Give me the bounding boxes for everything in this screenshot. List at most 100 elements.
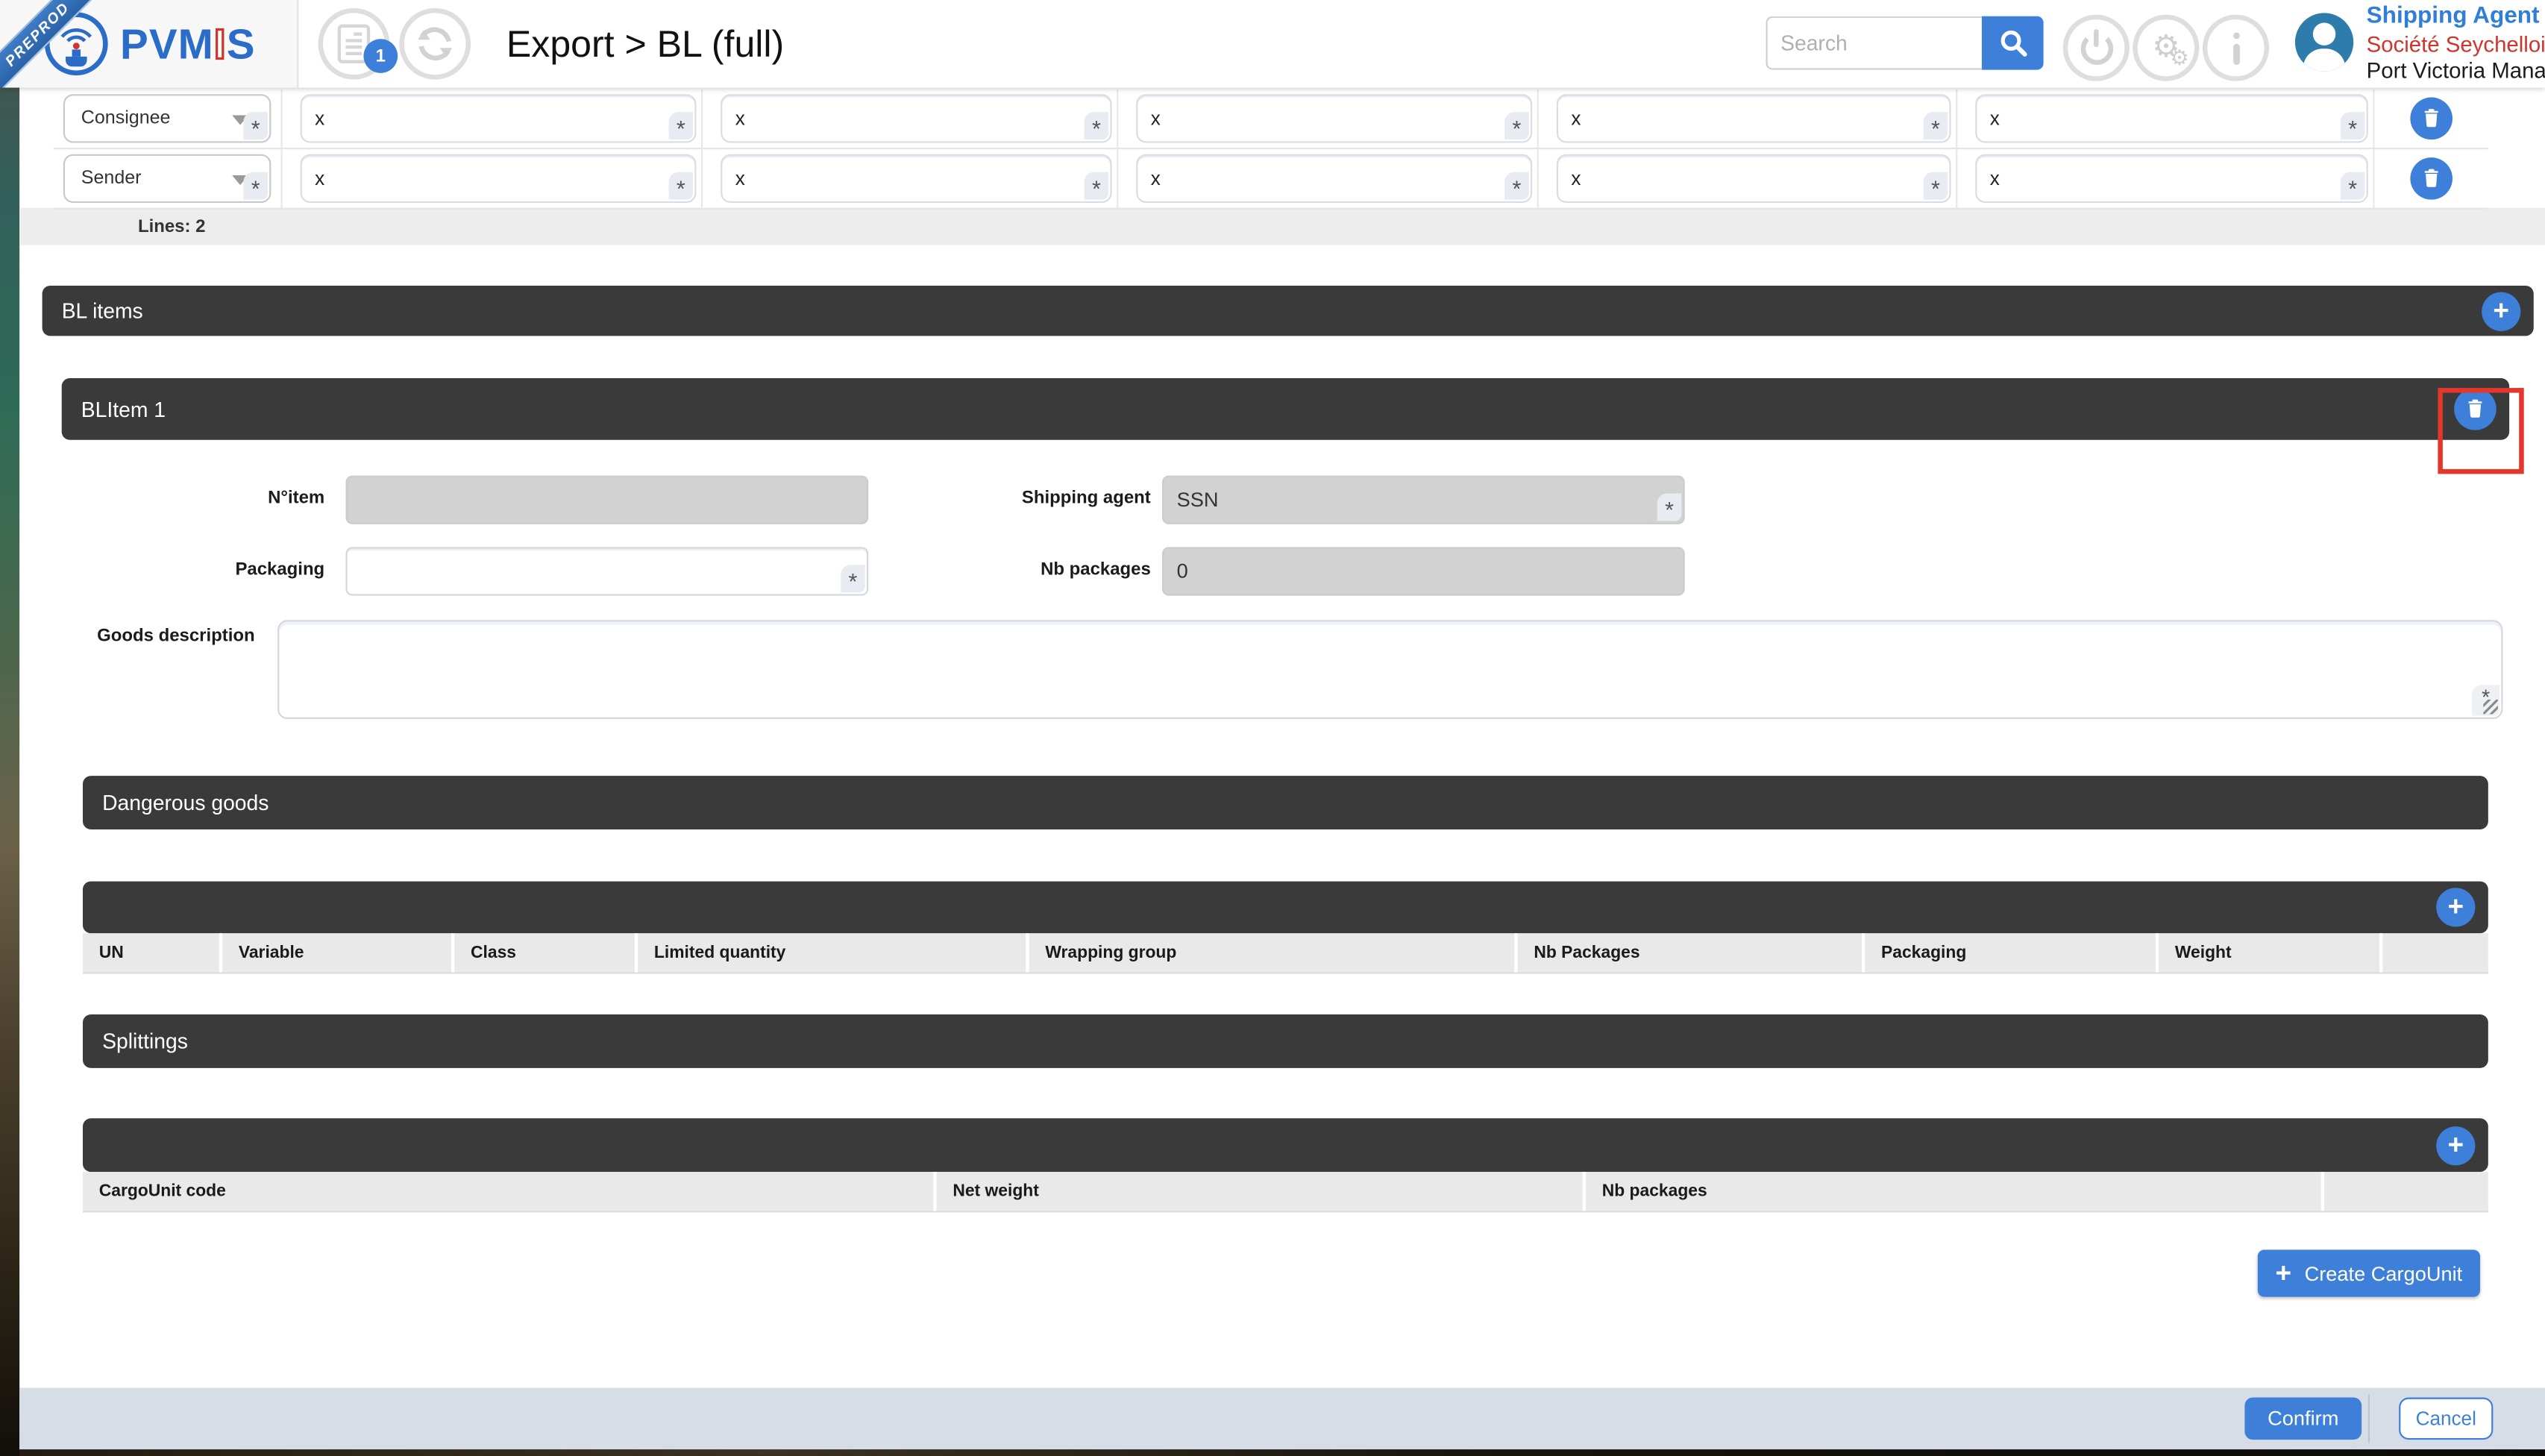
- required-marker: *: [1084, 112, 1109, 140]
- trash-icon: [2424, 169, 2438, 187]
- required-marker: *: [1504, 172, 1529, 200]
- delete-row-button[interactable]: [2410, 97, 2453, 140]
- column-header: Wrapping group: [1026, 933, 1514, 973]
- party-input[interactable]: x *: [1556, 154, 1951, 204]
- bl-item-header-bar: BLItem 1: [61, 378, 2510, 445]
- table-row-sender: Sender * x * x * x * x * x *: [53, 149, 2488, 210]
- packaging-field[interactable]: *: [345, 547, 869, 596]
- required-marker: *: [668, 112, 694, 140]
- n-item-label: N°item: [268, 488, 325, 509]
- dangerous-goods-header-row: UN Variable Class Limited quantity Wrapp…: [82, 933, 2488, 974]
- document-count-badge: 1: [363, 39, 398, 73]
- column-header: Packaging: [1861, 933, 2156, 973]
- background-photo-strip: [19, 1449, 2545, 1456]
- required-marker: *: [1923, 112, 1948, 140]
- party-field-cell: x *: [283, 149, 703, 208]
- user-company: Société Seychelloise: [2366, 31, 2545, 57]
- party-input[interactable]: x *: [1136, 154, 1533, 204]
- bl-item-title: BLItem 1: [81, 397, 166, 421]
- user-organization: Port Victoria Manage: [2366, 58, 2545, 84]
- create-cargounit-button[interactable]: + Create CargoUnit: [2257, 1249, 2480, 1297]
- dangerous-goods-section-bar: Dangerous goods: [82, 776, 2488, 835]
- add-splitting-button[interactable]: +: [2436, 1126, 2476, 1165]
- resize-grip-icon[interactable]: *: [2472, 685, 2500, 716]
- footer-divider: [2367, 1394, 2370, 1443]
- delete-bl-item-button[interactable]: [2454, 388, 2497, 430]
- splittings-header-row: CargoUnit code Net weight Nb packages: [82, 1172, 2488, 1213]
- party-input[interactable]: x *: [300, 154, 697, 204]
- header-toolbar: 1: [318, 0, 480, 88]
- user-role: Shipping Agent: [2366, 3, 2540, 30]
- party-input[interactable]: x *: [1556, 94, 1951, 143]
- required-marker: *: [841, 565, 865, 593]
- goods-description-label: Goods description: [97, 626, 255, 647]
- party-type-cell: Consignee *: [54, 89, 283, 148]
- party-field-cell: x *: [1957, 149, 2375, 208]
- n-item-field: [345, 475, 869, 524]
- required-marker: *: [1084, 172, 1109, 200]
- refresh-icon-button[interactable]: [399, 7, 471, 80]
- party-input[interactable]: x *: [721, 94, 1112, 143]
- column-header: UN: [98, 943, 124, 963]
- user-avatar[interactable]: [2294, 13, 2354, 72]
- shipping-agent-field: SSN *: [1162, 475, 1685, 524]
- required-marker: *: [243, 172, 269, 200]
- power-icon: [2080, 28, 2113, 64]
- required-marker: *: [243, 112, 269, 140]
- header-action-icons: ⚙ ⚙: [2062, 8, 2273, 88]
- party-type-cell: Sender *: [54, 149, 283, 208]
- party-type-select[interactable]: Consignee *: [63, 94, 272, 143]
- goods-description-textarea[interactable]: *: [277, 620, 2503, 719]
- settings-button[interactable]: ⚙ ⚙: [2133, 14, 2200, 81]
- party-field-cell: x *: [703, 149, 1119, 208]
- header-spacer: [784, 0, 1766, 88]
- party-field-cell: x *: [703, 89, 1119, 148]
- dangerous-goods-toolbar: +: [82, 881, 2488, 938]
- parties-table: Consignee * x * x * x * x * x * Sender *: [53, 89, 2488, 210]
- party-input[interactable]: x *: [1136, 94, 1533, 143]
- nb-packages-field: 0: [1162, 547, 1685, 596]
- cancel-button[interactable]: Cancel: [2399, 1397, 2494, 1440]
- footer-action-bar: Confirm Cancel: [19, 1387, 2545, 1450]
- party-input[interactable]: x *: [721, 154, 1112, 204]
- column-header: Variable: [219, 933, 451, 973]
- brand-area: PREPROD PVMIS: [0, 0, 299, 88]
- gears-icon: ⚙ ⚙: [2152, 31, 2189, 70]
- splittings-section-bar: Splittings: [82, 1014, 2488, 1073]
- top-header: PREPROD PVMIS 1: [0, 0, 2545, 88]
- party-input[interactable]: x *: [1975, 154, 2368, 204]
- splittings-toolbar: +: [82, 1118, 2488, 1177]
- party-type-select[interactable]: Sender *: [63, 154, 272, 204]
- required-marker: *: [668, 172, 694, 200]
- party-field-cell: x *: [1118, 89, 1539, 148]
- page-title: Export > BL (full): [506, 22, 785, 64]
- lines-count-bar: Lines: 2: [19, 207, 2545, 245]
- required-marker: *: [1657, 493, 1682, 521]
- bl-items-title: BL items: [61, 298, 143, 324]
- column-header: Nb packages: [1582, 1172, 2321, 1211]
- info-button[interactable]: [2202, 14, 2270, 81]
- column-header-empty: [2379, 933, 2488, 973]
- logout-button[interactable]: [2062, 14, 2130, 81]
- add-dangerous-good-button[interactable]: +: [2436, 888, 2476, 927]
- party-input[interactable]: x *: [300, 94, 697, 143]
- packaging-label: Packaging: [235, 559, 325, 580]
- row-actions-cell: [2375, 149, 2488, 207]
- search-group: [1766, 16, 2044, 70]
- add-bl-item-button[interactable]: +: [2482, 291, 2521, 330]
- magnifier-icon: [2000, 30, 2027, 57]
- search-button[interactable]: [1981, 16, 2044, 70]
- trash-icon: [2424, 109, 2438, 128]
- party-field-cell: x *: [1118, 149, 1539, 208]
- party-field-cell: x *: [1539, 89, 1958, 148]
- lines-count-label: Lines: 2: [137, 216, 206, 236]
- info-icon: [2229, 31, 2242, 64]
- required-marker: *: [1923, 172, 1948, 200]
- confirm-button[interactable]: Confirm: [2244, 1397, 2362, 1440]
- table-row-consignee: Consignee * x * x * x * x * x *: [53, 89, 2488, 150]
- delete-row-button[interactable]: [2410, 157, 2453, 200]
- search-input[interactable]: [1766, 16, 1982, 70]
- party-field-cell: x *: [1957, 89, 2375, 148]
- party-input[interactable]: x *: [1975, 94, 2368, 143]
